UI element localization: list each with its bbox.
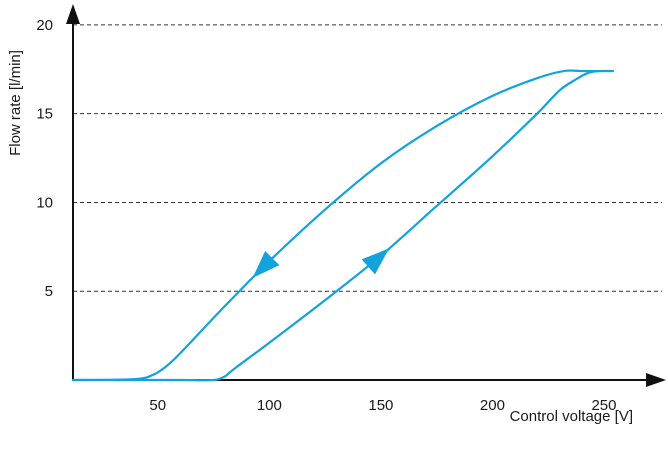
grid-lines bbox=[73, 24, 662, 292]
series-line-increasing bbox=[71, 69, 615, 382]
arrow-decreasing-direction bbox=[252, 251, 280, 278]
y-tick-label-20: 20 bbox=[36, 17, 53, 34]
y-tick-label-10: 10 bbox=[36, 194, 53, 211]
tick-labels: 50 100 150 200 250 5 10 15 20 bbox=[36, 17, 616, 414]
y-tick-label-5: 5 bbox=[45, 283, 53, 300]
series-lines bbox=[71, 69, 615, 382]
x-tick-label-200: 200 bbox=[480, 397, 505, 414]
axes bbox=[66, 4, 666, 387]
arrow-increasing-direction bbox=[361, 248, 390, 275]
x-tick-label-250: 250 bbox=[591, 397, 616, 414]
x-tick-label-100: 100 bbox=[257, 397, 282, 414]
y-axis-arrowhead bbox=[66, 4, 80, 24]
direction-arrows bbox=[252, 248, 390, 278]
series-line-decreasing bbox=[71, 69, 615, 382]
x-axis-title: Control voltage [V] bbox=[510, 408, 633, 425]
x-tick-label-150: 150 bbox=[368, 397, 393, 414]
x-axis-arrowhead bbox=[646, 373, 666, 387]
x-tick-label-50: 50 bbox=[149, 397, 166, 414]
y-tick-label-15: 15 bbox=[36, 106, 53, 123]
y-axis-title: Flow rate [l/min] bbox=[7, 50, 24, 156]
